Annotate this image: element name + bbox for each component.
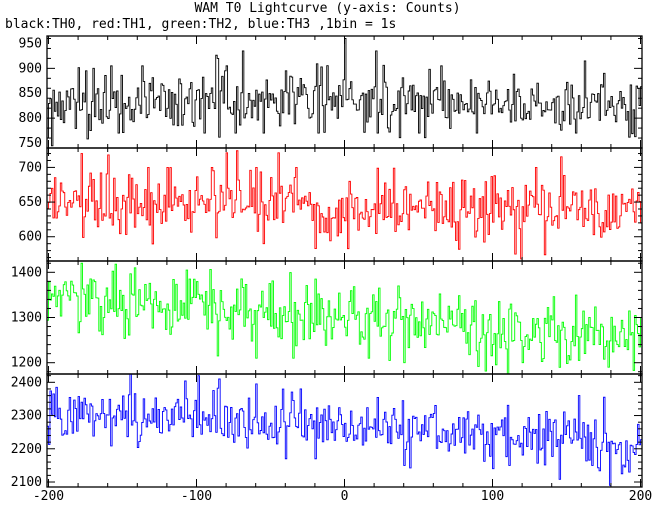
y-tick-label: 2100 — [11, 475, 42, 490]
x-tick-label: 0 — [341, 489, 349, 504]
y-tick-label: 900 — [19, 61, 42, 76]
y-tick-label: 2200 — [11, 442, 42, 457]
chart-subtitle: black:TH0, red:TH1, green:TH2, blue:TH3 … — [5, 17, 397, 32]
x-tick-label: -200 — [33, 489, 64, 504]
series-line-th0 — [47, 38, 642, 147]
y-tick-label: 750 — [19, 136, 42, 151]
chart-title: WAM T0 Lightcurve (y-axis: Counts) — [194, 1, 461, 16]
series-line-th3 — [47, 374, 642, 486]
y-tick-label: 850 — [19, 86, 42, 101]
x-tick-label: 200 — [629, 489, 652, 504]
y-tick-label: 1300 — [11, 311, 42, 326]
y-tick-label: 700 — [19, 160, 42, 175]
x-tick-label: 100 — [481, 489, 504, 504]
y-tick-label: 800 — [19, 111, 42, 126]
y-tick-label: 950 — [19, 36, 42, 51]
y-tick-label: 1200 — [11, 356, 42, 371]
y-tick-label: 650 — [19, 195, 42, 210]
x-tick-label: -100 — [181, 489, 212, 504]
y-tick-label: 2400 — [11, 375, 42, 390]
series-line-th2 — [47, 262, 642, 374]
y-tick-label: 600 — [19, 230, 42, 245]
series-line-th1 — [47, 150, 642, 260]
y-tick-label: 1400 — [11, 265, 42, 280]
y-tick-label: 2300 — [11, 409, 42, 424]
